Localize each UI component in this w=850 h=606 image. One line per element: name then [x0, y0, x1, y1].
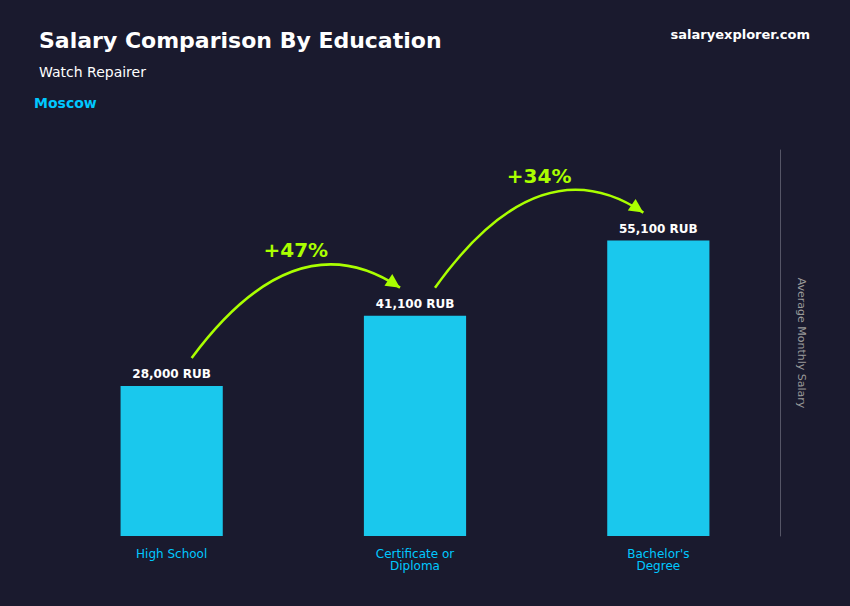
svg-text:Average Monthly Salary: Average Monthly Salary — [795, 278, 808, 409]
svg-text:High School: High School — [136, 547, 207, 561]
svg-text:Degree: Degree — [636, 559, 680, 573]
svg-text:Diploma: Diploma — [390, 559, 440, 573]
svg-text:+34%: +34% — [507, 164, 572, 188]
svg-text:55,100 RUB: 55,100 RUB — [619, 222, 698, 236]
svg-text:Salary Comparison By Education: Salary Comparison By Education — [39, 28, 442, 53]
svg-text:Watch Repairer: Watch Repairer — [39, 64, 146, 80]
svg-text:salaryexplorer.com: salaryexplorer.com — [671, 27, 810, 42]
svg-text:Bachelor's: Bachelor's — [627, 547, 690, 561]
svg-text:41,100 RUB: 41,100 RUB — [376, 297, 455, 311]
svg-text:+47%: +47% — [264, 238, 329, 262]
svg-text:Moscow: Moscow — [34, 95, 97, 111]
svg-text:Certificate or: Certificate or — [375, 547, 455, 561]
svg-text:28,000 RUB: 28,000 RUB — [132, 367, 211, 381]
